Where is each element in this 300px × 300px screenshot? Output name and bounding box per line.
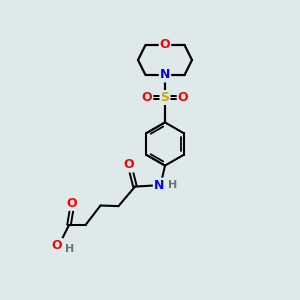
Text: O: O <box>52 239 62 252</box>
Text: O: O <box>142 91 152 104</box>
Text: O: O <box>67 197 77 210</box>
Text: O: O <box>124 158 134 172</box>
Text: N: N <box>154 178 164 192</box>
Text: S: S <box>160 91 169 104</box>
Text: N: N <box>160 68 170 82</box>
Text: O: O <box>178 91 188 104</box>
Text: H: H <box>65 244 74 254</box>
Text: H: H <box>169 180 178 190</box>
Text: O: O <box>160 38 170 52</box>
